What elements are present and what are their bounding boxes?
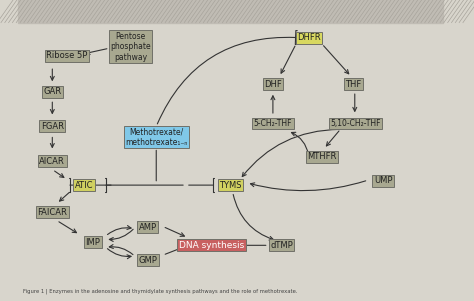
Text: AMP: AMP bbox=[139, 223, 157, 232]
Text: dTMP: dTMP bbox=[270, 241, 293, 250]
Text: ATIC: ATIC bbox=[75, 181, 93, 190]
Text: Pentose
phosphate
pathway: Pentose phosphate pathway bbox=[110, 32, 151, 62]
Text: FGAR: FGAR bbox=[41, 122, 64, 131]
Bar bbox=[18, 0, 443, 23]
Text: FAICAR: FAICAR bbox=[37, 208, 67, 217]
Text: DHF: DHF bbox=[264, 80, 282, 89]
Text: Methotrexate/
methotrexate₁₋ₙ: Methotrexate/ methotrexate₁₋ₙ bbox=[125, 127, 187, 147]
Text: TYMS: TYMS bbox=[219, 181, 242, 190]
Text: IMP: IMP bbox=[85, 238, 100, 247]
Text: 5,10-CH₂-THF: 5,10-CH₂-THF bbox=[330, 119, 381, 128]
Text: MTHFR: MTHFR bbox=[307, 152, 337, 161]
Text: 5-CH₂-THF: 5-CH₂-THF bbox=[254, 119, 292, 128]
Text: GAR: GAR bbox=[43, 87, 61, 96]
Text: UMP: UMP bbox=[374, 176, 392, 185]
Text: GMP: GMP bbox=[138, 256, 157, 265]
Text: Figure 1 | Enzymes in the adenosine and thymidylate synthesis pathways and the r: Figure 1 | Enzymes in the adenosine and … bbox=[23, 289, 297, 294]
Text: THF: THF bbox=[346, 80, 362, 89]
Text: AICAR: AICAR bbox=[39, 157, 65, 166]
Text: DNA synthesis: DNA synthesis bbox=[179, 241, 244, 250]
Text: DHFR: DHFR bbox=[297, 33, 321, 42]
Text: Ribose 5P: Ribose 5P bbox=[46, 51, 88, 60]
